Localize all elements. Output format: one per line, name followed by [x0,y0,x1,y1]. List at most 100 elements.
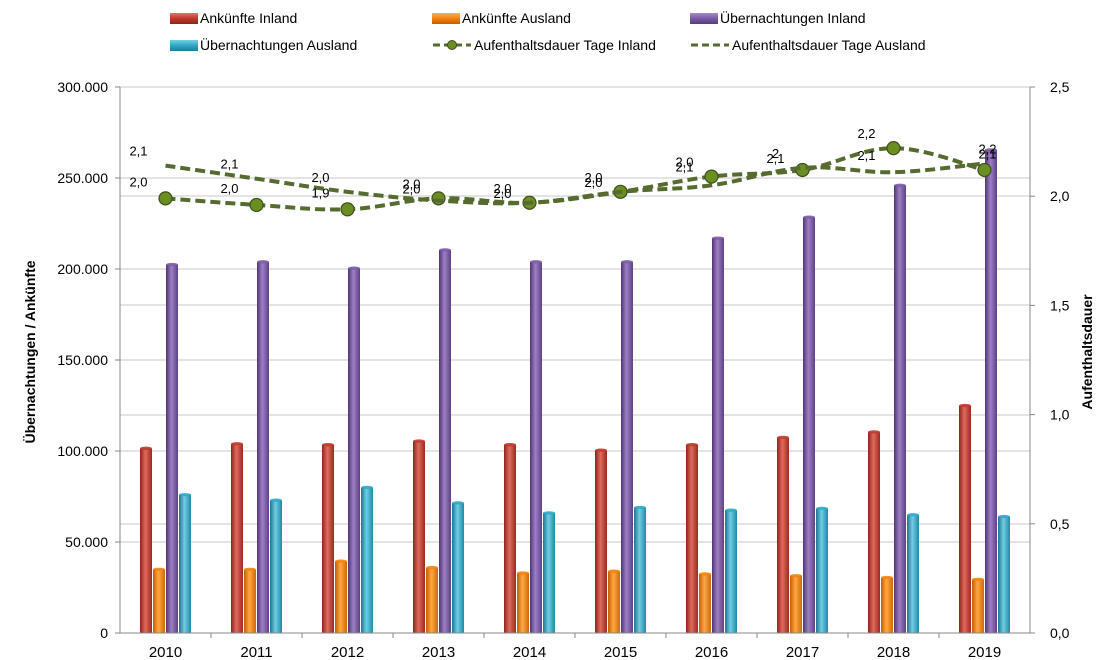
data-label: 2,2 [857,126,875,141]
x-tick-label: 2019 [968,644,1001,660]
legend-item-ankuenfte-inland: Ankünfte Inland [170,8,297,28]
line-marker [158,191,173,206]
bar-cap [348,266,360,270]
bar-cap [959,403,971,408]
bar [868,431,880,633]
bar [270,500,282,633]
bar-cap [452,501,464,505]
y-axis-left-title: Übernachtungen / Ankünfte [22,260,38,444]
legend-line-marker-icon [433,40,471,50]
x-tick-label: 2013 [422,644,455,660]
bar-cap [868,430,880,434]
data-label: 2,0 [584,175,602,190]
bar-cap [231,442,243,446]
series-line [165,161,985,206]
legend-label: Übernachtungen Ausland [200,37,358,53]
bar-cap [790,574,802,578]
bar [712,238,724,633]
bar [725,510,737,633]
x-tick-label: 2015 [604,644,637,660]
bar-cap [907,513,919,517]
chart-legend: Ankünfte Inland Ankünfte Ausland Übernac… [170,8,990,58]
legend-swatch [432,12,460,24]
x-tick-label: 2010 [149,644,182,660]
bar [426,567,438,633]
duration-lines [158,141,992,217]
y-left-tick-label: 50.000 [65,534,108,550]
bar [790,575,802,633]
axes: 0 50.000 100.000 150.000 200.000 250.000 300.0… [57,79,1069,660]
y-left-tick-label: 200.000 [57,261,108,277]
bar-cap [426,565,438,570]
y-right-tick-label: 2,0 [1050,188,1070,204]
bar-cap [322,443,334,447]
bar-cap [894,183,906,187]
bar-cap [881,575,893,580]
data-label: 2,1 [978,146,996,161]
data-label: 2,0 [584,170,602,185]
legend-swatch [170,12,198,24]
data-label: 2,0 [493,181,511,196]
y-right-tick-label: 1,5 [1050,297,1070,313]
line-marker [340,202,355,217]
data-label: 1,9 [311,185,329,200]
data-label: 2,0 [220,181,238,196]
data-label: 2,0 [402,181,420,196]
bar-cap [517,571,529,575]
x-tick-label: 2012 [331,644,364,660]
bar-cap [413,439,425,443]
bar-cap [530,260,542,264]
bar [543,512,555,633]
data-label: 2,2 [978,141,996,156]
x-tick-label: 2011 [240,644,272,660]
bar [413,440,425,633]
legend-line-icon [691,43,729,47]
data-label: 2 [772,146,779,161]
y-left-tick-label: 0 [100,625,108,641]
legend-label: Aufenthaltsdauer Tage Ausland [732,37,926,53]
bar [595,450,607,633]
legend-label: Aufenthaltsdauer Tage Inland [474,37,656,53]
data-label: 2,1 [129,144,147,159]
bar-cap [699,572,711,576]
data-label: 2,1 [857,148,875,163]
bar-cap [608,569,620,573]
legend-item-aufenthalt-ausland: Aufenthaltsdauer Tage Ausland [690,35,926,55]
data-label: 2,1 [675,160,693,175]
bar-cap [179,493,191,497]
bar [439,249,451,633]
bar [231,443,243,633]
legend-label: Ankünfte Ausland [462,10,571,26]
bar [907,514,919,633]
bar-cap [972,577,984,581]
legend-swatch [690,12,718,24]
bar [998,516,1010,633]
data-labels: 2,02,12,02,11,92,02,02,02,02,0 2,02,02,12… [129,126,996,201]
y-left-tick-label: 150.000 [57,352,108,368]
bar-cap [725,508,737,512]
bar [348,268,360,633]
bar [985,149,997,634]
bar [179,494,191,633]
bar [621,261,633,633]
legend-item-uebernachtungen-inland: Übernachtungen Inland [690,8,866,28]
data-label: 2,1 [220,157,238,172]
bar-cap [998,514,1010,519]
x-tick-label: 2014 [513,644,546,660]
data-label: 2,1 [766,151,784,166]
bar [140,448,152,633]
legend-item-uebernachtungen-ausland: Übernachtungen Ausland [170,35,357,55]
bar [244,569,256,633]
bar [517,572,529,633]
bar-cap [153,567,165,571]
bar [153,569,165,633]
bar-cap [504,443,516,447]
x-tick-label: 2017 [786,644,819,660]
y-left-tick-label: 250.000 [57,170,108,186]
y-left-tick-label: 300.000 [57,79,108,95]
bar [881,577,893,633]
bar-cap [686,443,698,447]
line-marker [249,197,264,213]
bar-cap [257,260,269,264]
